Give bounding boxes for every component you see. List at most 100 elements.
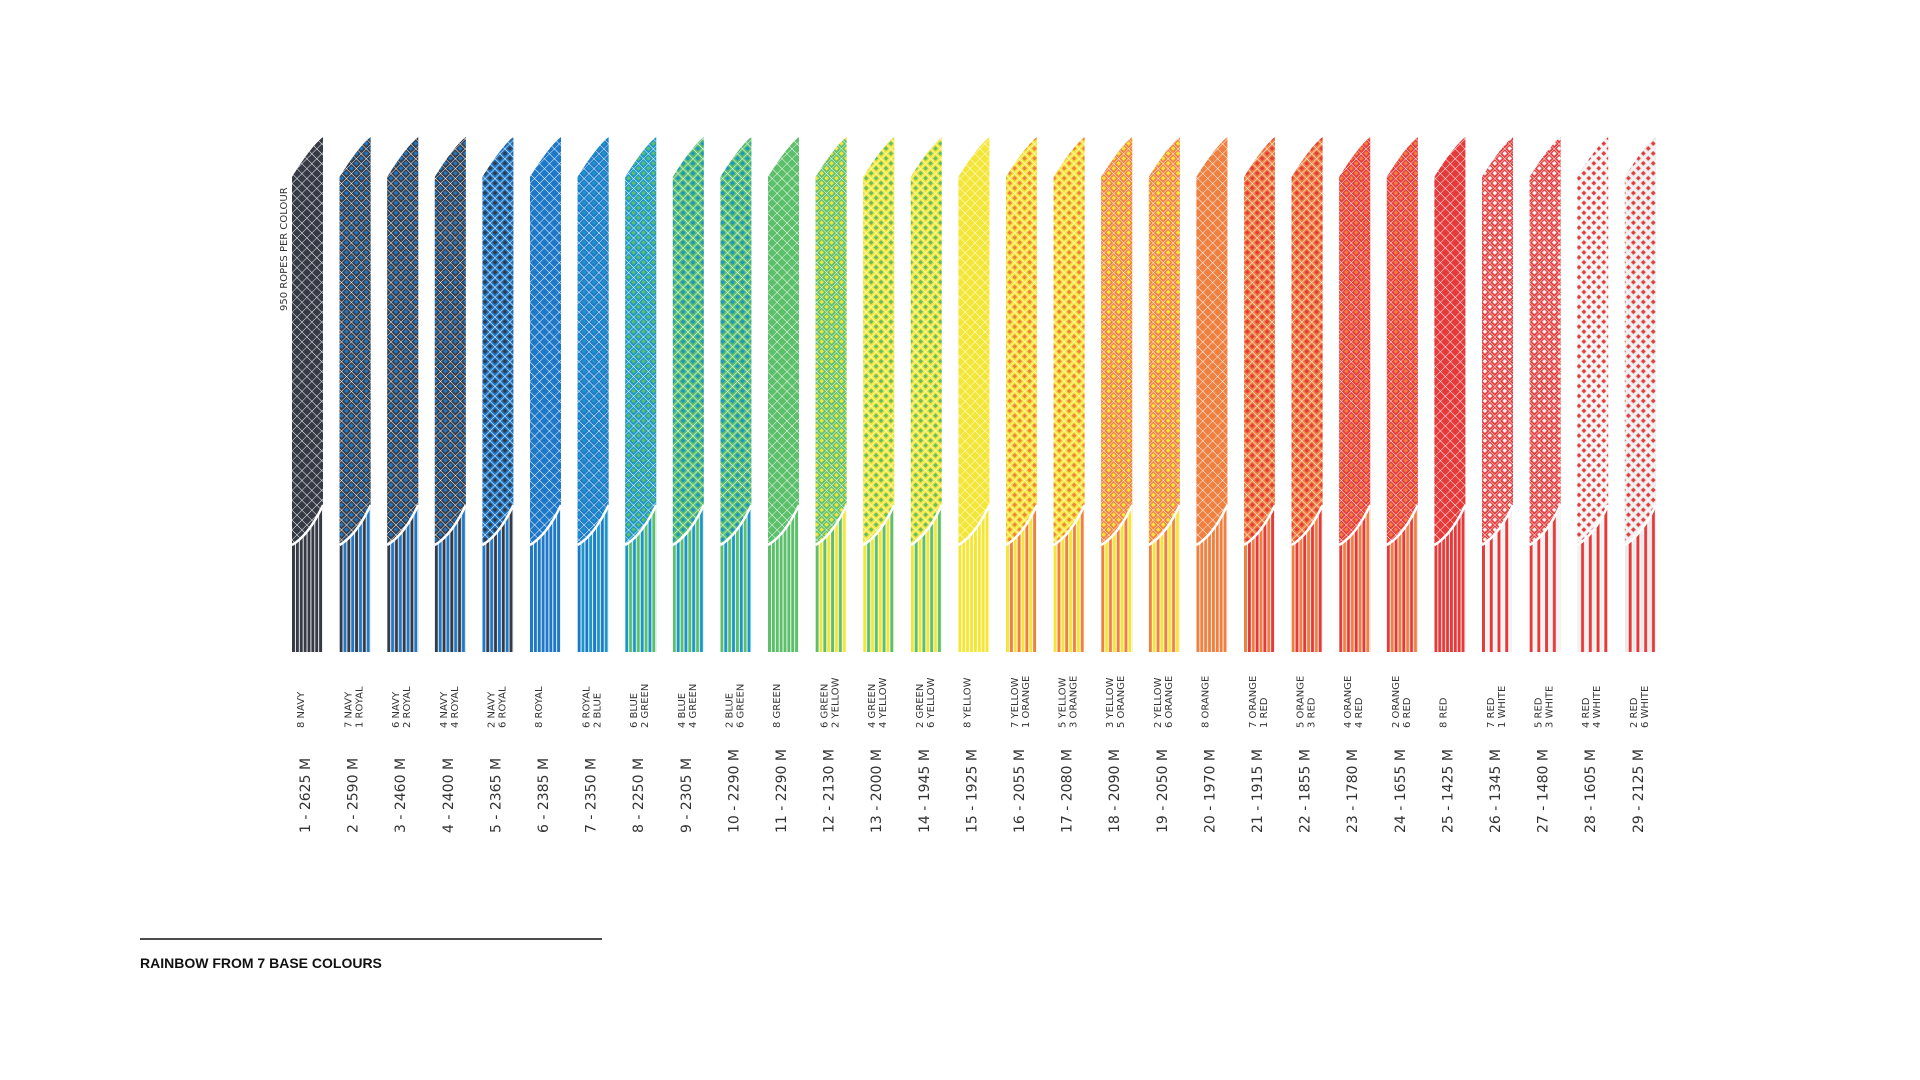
rope-mix: 1 ROYAL [355,686,366,728]
rope-mix: 4 ORANGE [1343,676,1354,728]
rope-length: 26 - 1345 M [1488,749,1504,833]
rope [434,137,467,652]
rope [386,137,420,652]
rope-split [434,504,467,547]
rope-mix: 1 RED [1259,697,1270,728]
rope [576,137,610,652]
rope-mix: 2 ROYAL [402,686,413,728]
ropes: 8 NAVY 1 - 2625 M 7 NAVY 1 ROYAL 2 - 2590 M 6… [291,137,1657,833]
rope-length: 10 - 2290 M [726,749,742,833]
rope-braid [577,137,609,545]
rope-braid [958,137,990,545]
rope-braid [672,137,704,545]
rope-braid [1148,137,1180,545]
rope-braid [863,137,895,545]
rope-mix: 6 ROYAL [582,686,593,728]
rope-split [1195,504,1229,547]
rope [1148,137,1181,652]
rope [529,137,563,652]
rope-mix: 2 GREEN [640,684,651,728]
rope-mix: 1 ORANGE [1021,676,1032,728]
rope-split [1576,504,1610,547]
rope-split [910,504,943,547]
rope-split [1052,504,1086,547]
rope-mix: 7 RED [1486,697,1497,728]
rope [1433,137,1467,652]
rope-mix: 4 BLUE [677,693,688,728]
rope-mix: 5 ORANGE [1296,676,1307,728]
rope-mix: 8 NAVY [296,691,307,728]
rope-mix: 7 NAVY [344,691,355,728]
rope-split [1624,504,1657,547]
rope-mix: 5 YELLOW [1058,677,1069,728]
rope-mix: 4 GREEN [688,684,699,728]
rope-braid [1624,137,1656,545]
rope-split [1386,504,1419,547]
rope-mix: 2 NAVY [486,691,497,728]
rope-length: 8 - 2250 M [631,758,647,833]
rope-braid [482,137,514,545]
rope-length: 27 - 1480 M [1536,749,1552,833]
rope-split [1528,504,1562,547]
rope-length: 19 - 2050 M [1155,749,1171,833]
rope-mix: 4 NAVY [439,691,450,728]
rope-mix: 6 BLUE [629,693,640,728]
rope [624,137,658,652]
rope [1290,137,1324,652]
rope-length: 20 - 1970 M [1202,749,1218,833]
rope-mix: 3 ORANGE [1069,676,1080,728]
rope-mix: 2 RED [1629,697,1640,728]
rope-length: 29 - 2125 M [1631,749,1647,833]
rope-mix: 5 RED [1534,697,1545,728]
rope-braid [1291,137,1323,545]
rope-braid [530,137,561,545]
rope-mix: 4 WHITE [1592,686,1603,728]
rope-braid [292,137,323,545]
rope-split [338,504,372,547]
rope-split [767,504,801,547]
rope [767,137,801,652]
rope-mix: 4 RED [1581,697,1592,728]
rope-length: 23 - 1780 M [1345,749,1361,833]
rope-braid [1577,137,1609,545]
rope-length: 18 - 2090 M [1107,749,1123,833]
rope-mix: 1 WHITE [1497,686,1508,728]
rope-braid [815,137,847,545]
rope-split [672,504,705,547]
rope-length: 12 - 2130 M [822,749,838,833]
rope [481,137,515,652]
rope [672,137,705,652]
rope-length: 24 - 1655 M [1393,749,1409,833]
rope-split [1148,504,1181,547]
rope-braid [339,137,371,545]
rope-mix: 4 YELLOW [878,677,889,728]
rope-length: 14 - 1945 M [917,749,933,833]
rope-mix: 4 RED [1354,697,1365,728]
rope-split [862,504,896,547]
rope-length: 4 - 2400 M [441,758,457,833]
rope-split [1338,504,1372,547]
rope-mix: 6 ROYAL [497,686,508,728]
rope-length: 28 - 1605 M [1583,749,1599,833]
rope [1481,137,1515,652]
rope [338,137,372,652]
rope-mix: 3 RED [1307,697,1318,728]
footer-caption: RAINBOW FROM 7 BASE COLOURS [140,955,382,971]
rope [862,137,896,652]
rope-braid [768,137,799,545]
rope [1528,137,1562,652]
rope-length: 16 - 2055 M [1012,749,1028,833]
rope [957,137,991,652]
rope-length: 9 - 2305 M [679,758,695,833]
rope-mix: 6 GREEN [735,684,746,728]
rope-mix: 8 ORANGE [1200,676,1211,728]
rope-length: 13 - 2000 M [869,749,885,833]
rope [910,137,943,652]
rope [719,137,753,652]
rope-split [814,504,848,547]
rope-braid [387,137,419,545]
rope-split [529,504,563,547]
rope [1624,137,1657,652]
rope-braid [1482,137,1513,545]
rope-mix: 8 RED [1438,697,1449,728]
